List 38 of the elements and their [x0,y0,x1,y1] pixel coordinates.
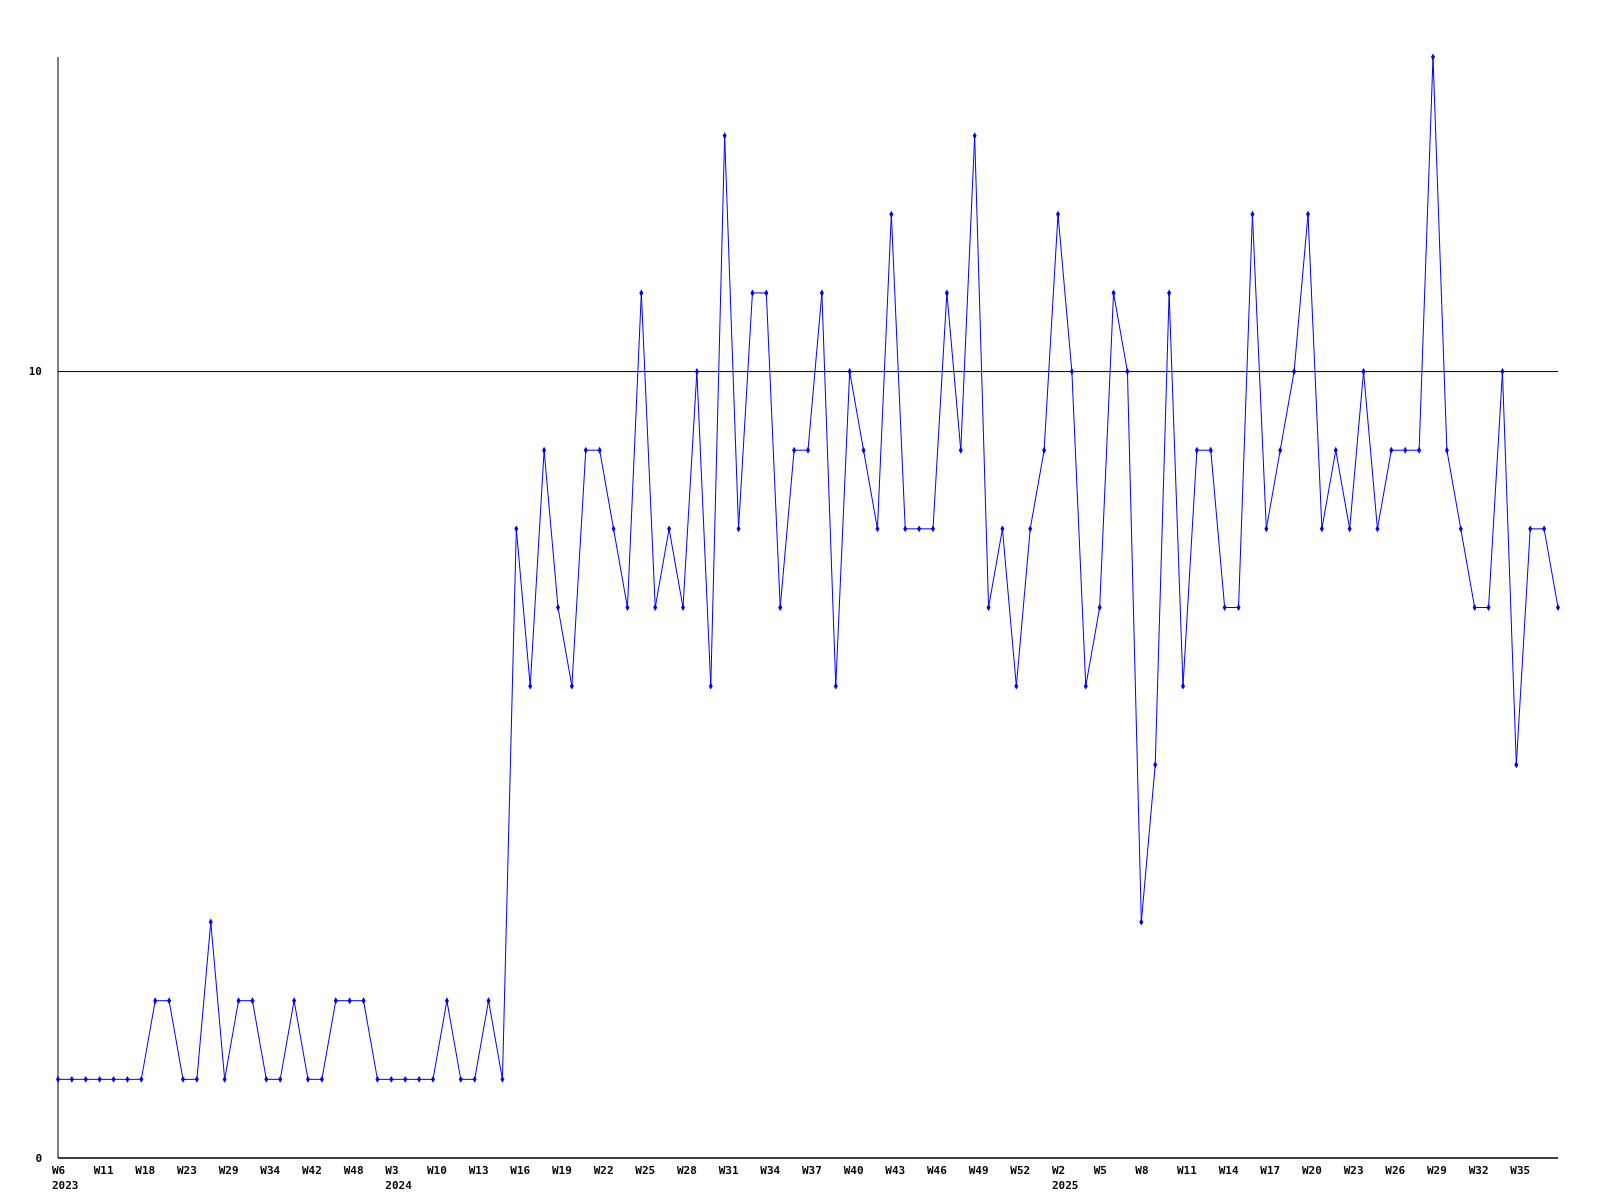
x-tick-label: W18 [135,1164,156,1177]
x-tick-label: W23 [1343,1164,1364,1177]
x-tick-label: W8 [1135,1164,1149,1177]
x-tick-label: W6 2023 [52,1164,79,1192]
y-tick-label: 0 [35,1151,42,1165]
x-tick-label: W11 [93,1164,114,1177]
x-tick-label: W29 [1427,1164,1447,1177]
x-tick-label: W37 [802,1164,822,1177]
x-tick-label: W48 [343,1164,364,1177]
x-tick-label: W2 2025 [1052,1164,1079,1192]
x-tick-label: W3 2024 [385,1164,413,1192]
x-tick-label: W49 [968,1164,989,1177]
x-tick-label: W25 [635,1164,656,1177]
x-tick-label: W46 [927,1164,948,1177]
x-tick-label: W28 [677,1164,697,1177]
x-tick-label: W35 [1510,1164,1531,1177]
x-tick-label: W19 [552,1164,572,1177]
x-tick-label: W13 [468,1164,489,1177]
x-tick-label: W20 [1302,1164,1322,1177]
x-tick-label: W11 [1177,1164,1198,1177]
x-tick-label: W34 [760,1164,781,1177]
x-tick-label: W23 [177,1164,197,1177]
y-tick-label: 10 [28,365,42,379]
x-tick-label: W22 [593,1164,614,1177]
x-tick-label: W5 [1093,1164,1107,1177]
x-tick-label: W42 [302,1164,322,1177]
x-tick-label: W52 [1010,1164,1031,1177]
x-tick-label: W14 [1218,1164,1239,1177]
x-tick-label: W40 [843,1164,864,1177]
x-tick-label: W31 [718,1164,739,1177]
x-tick-label: W43 [885,1164,906,1177]
x-tick-label: W29 [218,1164,239,1177]
x-tick-label: W10 [427,1164,447,1177]
x-tick-label: W16 [510,1164,531,1177]
x-tick-label: W32 [1468,1164,1489,1177]
x-tick-label: W26 [1385,1164,1406,1177]
x-tick-label: W17 [1260,1164,1281,1177]
x-tick-label: W34 [260,1164,281,1177]
